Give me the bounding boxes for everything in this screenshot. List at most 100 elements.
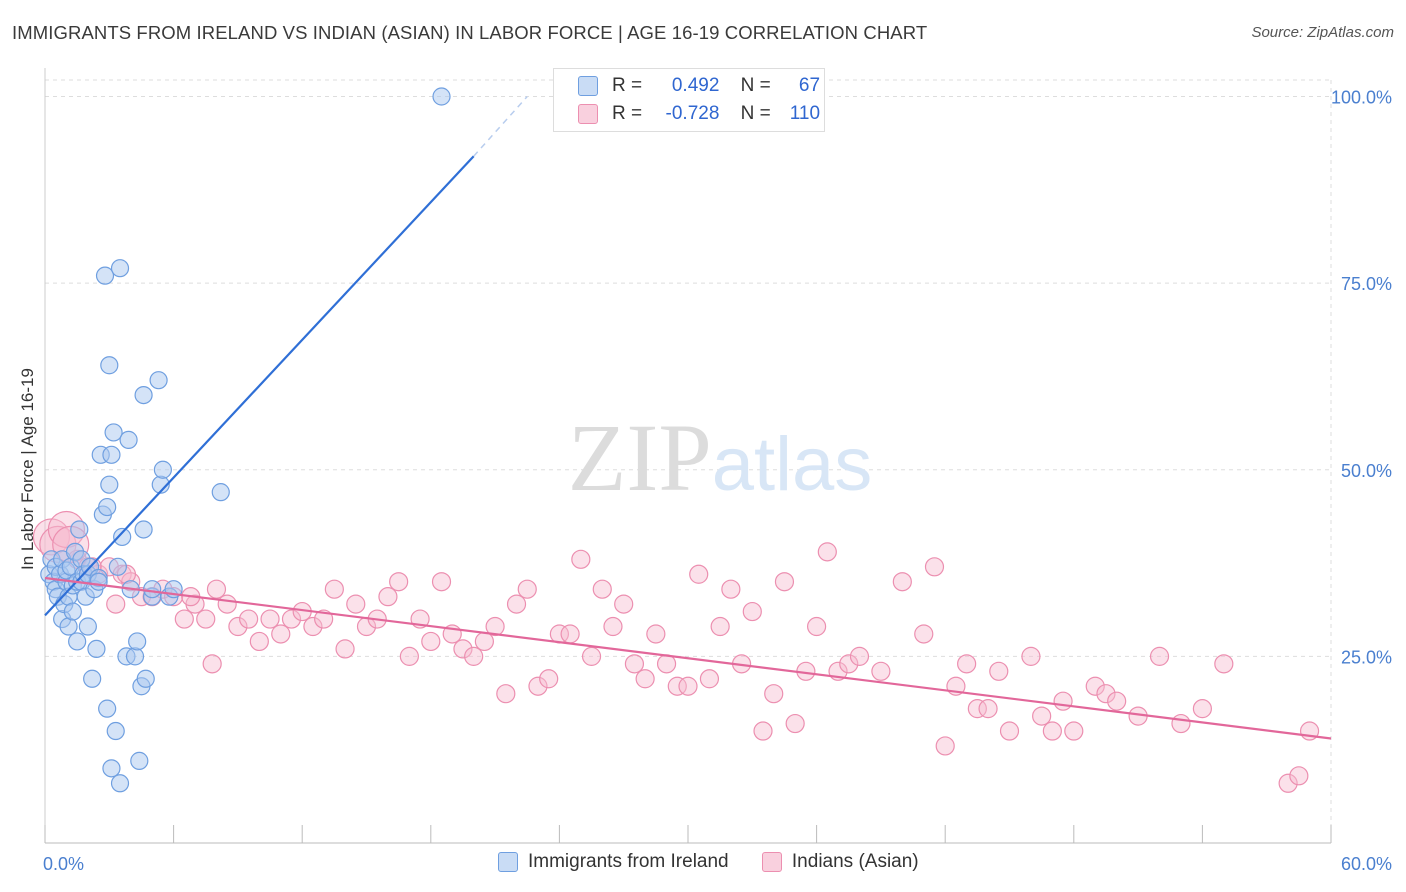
- legend-r-value-2: -0.728: [665, 103, 720, 124]
- point-indians-38: [431, 572, 452, 592]
- point-indians-76: [839, 654, 859, 674]
- point-indians-77: [849, 646, 870, 666]
- series-indians-points: [32, 510, 1320, 793]
- point-ireland-25: [78, 617, 97, 636]
- point-indians-64: [710, 616, 730, 637]
- point-ireland-45: [110, 774, 130, 793]
- legend-r-label-1: R =: [612, 75, 643, 96]
- point-ireland-47: [113, 527, 132, 547]
- point-ireland-32: [89, 572, 108, 591]
- legend-row-ireland: R = 0.492 N = 67: [578, 73, 820, 99]
- legend-n-value-2: 110: [789, 103, 821, 124]
- series-legend: Immigrants from Ireland Indians (Asian): [498, 851, 947, 873]
- trendline-ireland-extension: [473, 95, 528, 157]
- correlation-legend: R = 0.492 N = 67 R = -0.728 N = 110: [553, 68, 825, 132]
- point-indians-45: [506, 594, 527, 614]
- legend-n-label-2: N =: [740, 103, 771, 124]
- point-ireland-30: [87, 639, 106, 659]
- point-indians-16: [196, 609, 216, 629]
- point-indians-27: [314, 609, 334, 629]
- point-ireland-46: [110, 259, 130, 278]
- point-indians-22: [260, 609, 280, 629]
- point-indians-24: [281, 609, 302, 629]
- point-indians-91: [1042, 721, 1062, 741]
- legend-item-swatch-blue: [498, 851, 518, 872]
- legend-swatch-blue: [578, 75, 598, 96]
- point-indians-63: [699, 669, 720, 689]
- point-ireland-62: [153, 460, 172, 479]
- tick-labels: 25.0% 50.0% 75.0% 100.0% 0.0% 60.0%: [43, 88, 1392, 875]
- legend-row-indians: R = -0.728 N = 110: [578, 101, 820, 127]
- point-indians-74: [817, 542, 837, 562]
- point-indians-102: [1278, 773, 1298, 793]
- point-indians-68: [753, 721, 773, 741]
- point-indians-88: [999, 721, 1020, 741]
- legend-item-label-indians: Indians (Asian): [791, 851, 919, 872]
- point-indians-82: [935, 736, 955, 756]
- y-axis-label-wrap: In Labor Force | Age 16-19: [18, 268, 38, 570]
- point-indians-53: [592, 579, 612, 599]
- point-indians-92: [1053, 691, 1073, 711]
- point-ireland-42: [104, 423, 123, 442]
- legend-item-ireland: Immigrants from Ireland: [498, 851, 729, 873]
- y-tick-label-75: 75.0%: [1341, 274, 1392, 294]
- point-ireland-28: [83, 669, 102, 688]
- legend-n-label-1: N =: [740, 75, 771, 96]
- point-indians-79: [892, 572, 912, 592]
- point-indians-41: [464, 646, 484, 666]
- point-indians-43: [485, 616, 505, 637]
- point-indians-58: [646, 624, 666, 644]
- point-indians-86: [978, 699, 998, 719]
- point-indians-37: [421, 631, 441, 652]
- point-ireland-36: [98, 497, 117, 517]
- point-indians-44: [496, 684, 516, 704]
- point-indians-103: [1289, 766, 1309, 786]
- point-indians-96: [1107, 691, 1127, 711]
- point-indians-57: [635, 669, 655, 689]
- point-ireland-53: [130, 751, 149, 770]
- legend-item-label-ireland: Immigrants from Ireland: [528, 851, 729, 872]
- point-indians-93: [1064, 721, 1084, 741]
- legend-item-indians: Indians (Asian): [761, 851, 919, 873]
- point-indians-89: [1021, 646, 1041, 666]
- point-indians-65: [721, 579, 741, 599]
- watermark-zip: ZIP: [568, 404, 712, 511]
- point-indians-29: [335, 639, 355, 659]
- point-indians-55: [614, 594, 634, 614]
- trendline-ireland: [44, 155, 475, 617]
- point-indians-62: [689, 564, 709, 584]
- point-indians-42: [474, 631, 494, 652]
- point-ireland-57: [136, 669, 155, 688]
- point-indians-54: [603, 616, 623, 637]
- trendline-indians: [44, 576, 1332, 740]
- legend-r-value-1: 0.492: [671, 75, 720, 96]
- point-indians-21: [249, 631, 269, 652]
- point-ireland-39: [100, 475, 119, 494]
- series-ireland-points: [40, 87, 451, 793]
- point-indians-95: [1096, 684, 1116, 704]
- point-indians-94: [1085, 676, 1105, 696]
- point-indians-47: [528, 676, 548, 696]
- point-indians-98: [1149, 646, 1170, 666]
- point-indians-23: [271, 624, 291, 644]
- point-indians-100: [1192, 699, 1213, 719]
- x-tick-label-max: 60.0%: [1341, 854, 1392, 874]
- chart-source: Source: ZipAtlas.com: [1251, 24, 1394, 41]
- point-indians-80: [914, 624, 934, 644]
- point-ireland-37: [98, 699, 117, 718]
- point-ireland-16: [63, 602, 82, 621]
- point-ireland-35: [95, 266, 115, 285]
- point-ireland-51: [125, 647, 145, 666]
- point-indians-59: [656, 654, 677, 674]
- legend-r-label-2: R =: [612, 103, 643, 124]
- point-indians-48: [539, 669, 559, 689]
- point-indians-40: [453, 639, 473, 659]
- point-ireland-20: [70, 520, 89, 539]
- point-indians-78: [871, 661, 891, 681]
- point-indians-99: [1171, 713, 1191, 734]
- trendlines: [44, 95, 1332, 740]
- point-indians-85: [967, 699, 987, 719]
- point-ireland-60: [149, 371, 168, 390]
- point-ireland-40: [102, 445, 121, 464]
- y-axis-label: In Labor Force | Age 16-19: [18, 368, 37, 570]
